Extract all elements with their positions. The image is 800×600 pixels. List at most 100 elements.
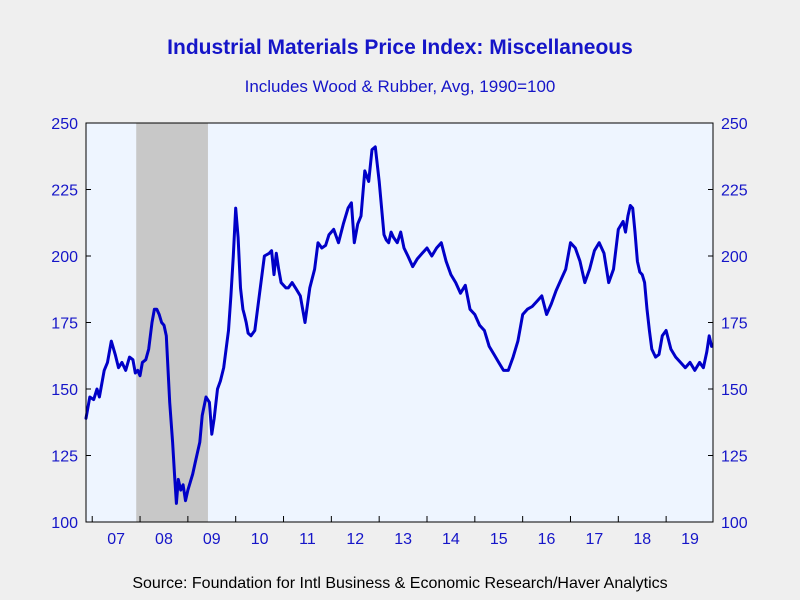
data-point <box>431 255 433 257</box>
x-tick-label: 13 <box>394 531 412 548</box>
data-point <box>273 274 275 276</box>
data-point <box>103 370 105 372</box>
data-point <box>285 287 287 289</box>
data-point <box>321 247 323 249</box>
data-point <box>574 247 576 249</box>
data-point <box>551 303 553 305</box>
data-point <box>99 396 101 398</box>
data-point <box>199 441 201 443</box>
data-point <box>381 207 383 209</box>
data-point <box>161 322 163 324</box>
data-point <box>364 170 366 172</box>
data-point <box>166 335 168 337</box>
data-point <box>386 239 388 241</box>
data-point <box>250 335 252 337</box>
chart-subtitle: Includes Wood & Rubber, Avg, 1990=100 <box>244 77 556 96</box>
data-point <box>445 261 447 263</box>
y-tick-label-left: 125 <box>51 449 78 466</box>
data-point <box>522 314 524 316</box>
data-point <box>493 354 495 356</box>
data-point <box>129 356 131 358</box>
data-point <box>579 261 581 263</box>
data-point <box>464 284 466 286</box>
data-point <box>503 370 505 372</box>
data-point <box>178 479 180 481</box>
data-point <box>121 362 123 364</box>
y-tick-label-left: 150 <box>51 382 78 399</box>
data-point <box>484 330 486 332</box>
data-point <box>508 370 510 372</box>
data-point <box>629 205 631 207</box>
data-point <box>182 484 184 486</box>
data-point <box>295 287 297 289</box>
data-point <box>278 269 280 271</box>
data-point <box>96 388 98 390</box>
data-point <box>333 229 335 231</box>
y-axis-ticks: 100 100 125 125 150 150 175 175 200 200 225 225 250 2… <box>51 116 748 532</box>
data-point <box>145 359 147 361</box>
data-point <box>264 255 266 257</box>
data-point <box>684 367 686 369</box>
data-point <box>180 489 182 491</box>
y-tick-label-left: 100 <box>51 515 78 532</box>
plot-frame <box>85 122 714 523</box>
x-axis-ticks: 07 08 09 10 11 12 13 14 15 16 17 18 19 <box>91 516 699 548</box>
data-point <box>213 417 215 419</box>
x-tick-label: 17 <box>585 531 603 548</box>
data-point <box>517 340 519 342</box>
data-point <box>426 247 428 249</box>
data-point <box>89 396 91 398</box>
y-tick-label-left: 225 <box>51 183 78 200</box>
data-point <box>154 308 156 310</box>
data-point <box>137 370 139 372</box>
data-point <box>512 356 514 358</box>
data-point <box>185 500 187 502</box>
data-point <box>176 503 178 505</box>
data-point <box>276 253 278 255</box>
data-point <box>632 207 634 209</box>
data-point <box>280 282 282 284</box>
data-point <box>271 250 273 252</box>
data-point <box>622 221 624 223</box>
data-point <box>703 367 705 369</box>
x-tick-label: 12 <box>346 531 364 548</box>
y-tick-label-right: 225 <box>721 183 748 200</box>
data-point <box>375 146 377 148</box>
data-point <box>259 292 261 294</box>
data-point <box>299 295 301 297</box>
data-point <box>699 362 701 364</box>
data-point <box>560 279 562 281</box>
data-point <box>197 452 199 454</box>
data-point <box>158 314 160 316</box>
data-point <box>536 300 538 302</box>
data-point <box>637 261 639 263</box>
data-point <box>118 367 120 369</box>
data-point <box>187 489 189 491</box>
data-point <box>644 282 646 284</box>
data-point <box>107 362 109 364</box>
data-point <box>151 322 153 324</box>
data-point <box>194 463 196 465</box>
data-point <box>665 330 667 332</box>
data-point <box>441 242 443 244</box>
data-point <box>169 402 171 404</box>
data-point <box>347 207 349 209</box>
data-point <box>655 356 657 358</box>
y-tick-label-right: 125 <box>721 449 748 466</box>
data-point <box>383 234 385 236</box>
data-point <box>675 356 677 358</box>
data-point <box>390 231 392 233</box>
data-point <box>220 380 222 382</box>
data-point <box>706 351 708 353</box>
data-point <box>589 269 591 271</box>
data-point <box>211 433 213 435</box>
data-point <box>403 247 405 249</box>
data-point <box>407 255 409 257</box>
recession-shading <box>136 123 208 522</box>
data-point <box>400 231 402 233</box>
data-point <box>209 402 211 404</box>
data-point <box>570 242 572 244</box>
data-point <box>393 237 395 239</box>
data-point <box>225 348 227 350</box>
y-tick-label-right: 250 <box>721 116 748 133</box>
